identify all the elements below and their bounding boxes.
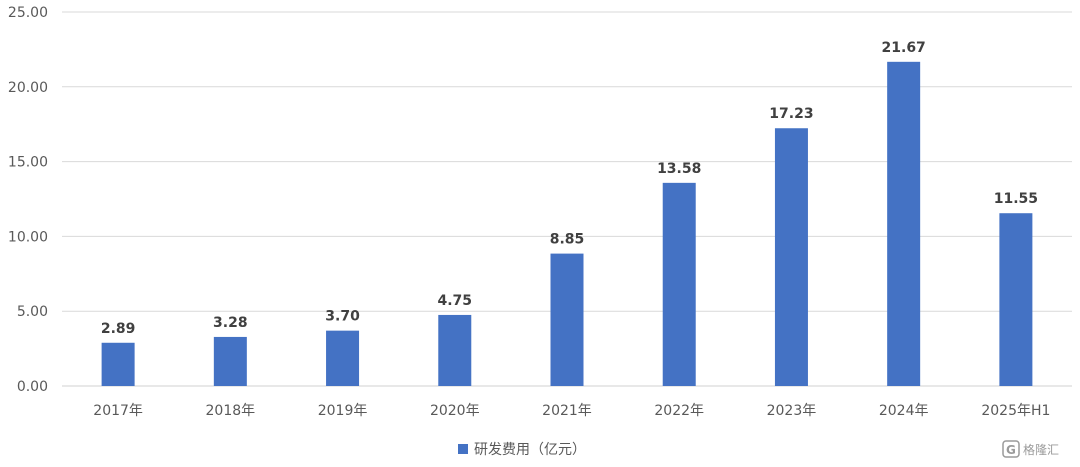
svg-text:G: G: [1006, 443, 1016, 457]
y-tick-label: 0.00: [17, 379, 48, 395]
legend-label: 研发费用（亿元）: [474, 442, 586, 458]
g-logo-icon: G: [1002, 440, 1020, 458]
bar: [774, 128, 808, 386]
bar: [438, 314, 472, 386]
data-label: 4.75: [438, 293, 473, 309]
watermark-text: 格隆汇: [1023, 442, 1059, 457]
data-label: 8.85: [550, 232, 585, 248]
x-tick-label: 2018年: [206, 403, 256, 419]
x-axis: 2017年 2018年 2019年 2020年 2021年 2022年 2023年 2024年…: [93, 403, 1050, 419]
bar: [101, 342, 135, 386]
data-label: 3.28: [213, 315, 248, 331]
x-tick-label: 2020年: [430, 403, 480, 419]
x-tick-label: 2019年: [318, 403, 368, 419]
legend-swatch: [458, 444, 468, 454]
bar: [887, 61, 921, 386]
bar: [550, 253, 584, 386]
y-axis: 0.00 5.00 10.00 15.00 20.00 25.00: [8, 5, 48, 395]
x-tick-label: 2017年: [93, 403, 143, 419]
x-tick-label: 2024年: [879, 403, 929, 419]
bars: [101, 61, 1033, 386]
watermark: G 格隆汇: [1002, 440, 1059, 458]
y-tick-label: 10.00: [8, 229, 48, 245]
data-labels: 2.89 3.28 3.70 4.75 8.85 13.58 17.23 21.67 11.55: [101, 40, 1038, 337]
data-label: 2.89: [101, 321, 136, 337]
data-label: 13.58: [657, 161, 701, 177]
data-label: 11.55: [994, 191, 1038, 207]
x-tick-label: 2025年H1: [981, 403, 1050, 419]
legend: 研发费用（亿元）: [458, 442, 586, 458]
y-tick-label: 5.00: [17, 304, 48, 320]
x-tick-label: 2022年: [654, 403, 704, 419]
bar: [213, 336, 247, 386]
y-tick-label: 20.00: [8, 80, 48, 96]
y-tick-label: 25.00: [8, 5, 48, 21]
bar: [326, 330, 360, 386]
data-label: 17.23: [769, 106, 813, 122]
x-tick-label: 2021年: [542, 403, 592, 419]
y-tick-label: 15.00: [8, 155, 48, 171]
data-label: 21.67: [882, 40, 926, 56]
bar: [662, 182, 696, 386]
data-label: 3.70: [325, 309, 360, 325]
x-tick-label: 2023年: [767, 403, 817, 419]
bar: [999, 213, 1033, 386]
